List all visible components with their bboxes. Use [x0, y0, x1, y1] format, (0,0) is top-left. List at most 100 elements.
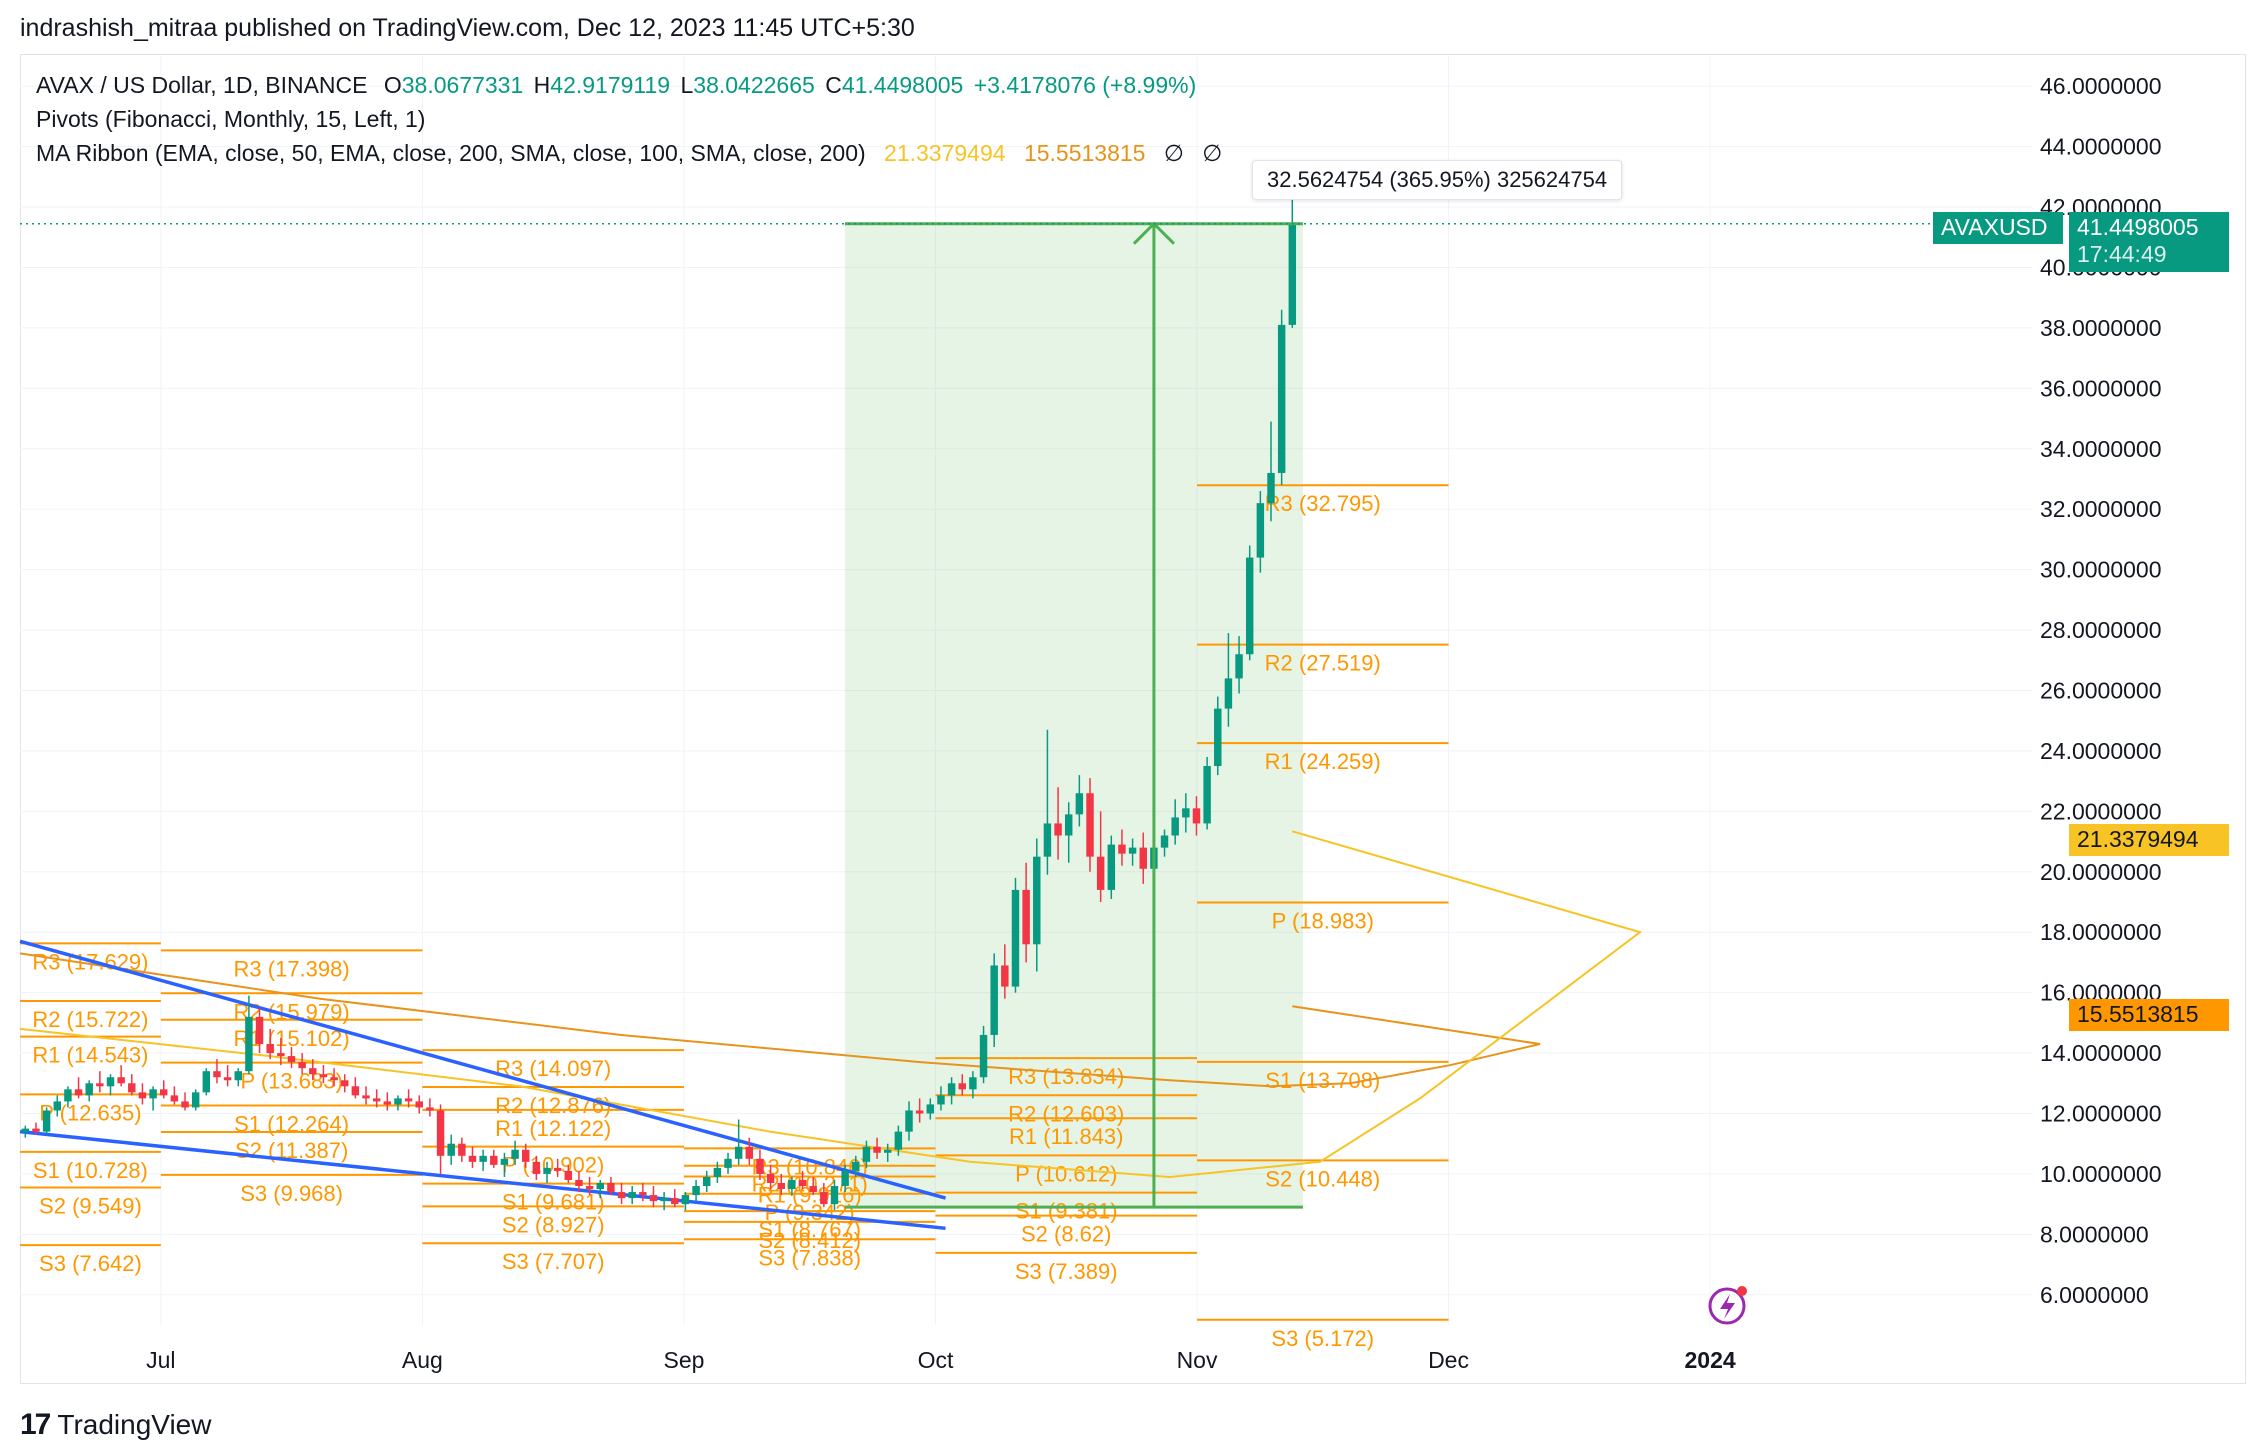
candle-body	[969, 1077, 977, 1090]
candle-body	[1160, 835, 1169, 848]
candle-body	[458, 1143, 466, 1156]
y-tick-label: 26.0000000	[2040, 678, 2162, 704]
flash-icon[interactable]	[1708, 1286, 1747, 1325]
candle-body	[128, 1083, 136, 1093]
candle-body	[1064, 814, 1073, 836]
ema200-line	[19, 952, 1541, 1088]
candle-body	[74, 1089, 83, 1096]
measure-range-box	[844, 223, 1303, 1208]
candle-body	[1267, 472, 1275, 504]
pivot-label: S1 (9.681)	[502, 1190, 605, 1215]
candle-body	[255, 1016, 264, 1045]
x-tick-label: Jul	[146, 1347, 175, 1373]
price-tag-countdown: 17:44:49	[2077, 241, 2167, 267]
price-tag-value: 41.4498005	[2077, 214, 2199, 240]
pivot-label: R3 (17.398)	[234, 956, 350, 981]
pivot-label: S3 (7.707)	[502, 1249, 605, 1274]
candle-body	[777, 1182, 785, 1190]
pivot-label: P (13.683)	[240, 1069, 342, 1094]
y-tick-label: 28.0000000	[2040, 617, 2162, 643]
chart-frame	[20, 54, 2246, 1384]
candle-body	[245, 1016, 253, 1072]
candle-body	[223, 1077, 232, 1081]
pivot-label: R1 (14.543)	[32, 1043, 148, 1068]
candle-body	[1224, 678, 1233, 709]
ma-tag-fast: 21.3379494	[2069, 824, 2229, 856]
candle-body	[404, 1098, 413, 1102]
legend-change: +3.4178076 (+8.99%)	[973, 72, 1197, 98]
y-axis: 6.0000000 8.0000000 10.0000000 12.0000000 14…	[2040, 73, 2162, 1308]
x-tick-label: 2024	[1684, 1347, 1735, 1373]
candle-body	[702, 1176, 711, 1187]
ma-value-1: 21.3379494	[884, 140, 1006, 166]
measure-arrow-head	[1132, 221, 1175, 245]
y-tick-label: 6.0000000	[2040, 1282, 2149, 1308]
candle-body	[1214, 708, 1222, 767]
candle-body	[372, 1098, 381, 1102]
candle-body	[809, 1186, 817, 1193]
candle-body	[447, 1143, 455, 1156]
candle-body	[1075, 793, 1084, 815]
legend-high: 42.9179119	[550, 72, 671, 98]
pivot-label: S3 (7.642)	[39, 1251, 142, 1276]
y-tick-label: 14.0000000	[2040, 1040, 2162, 1066]
measure-label: 32.5624754 (365.95%) 325624754	[1252, 160, 1623, 200]
candle-body	[85, 1083, 93, 1096]
candle-body	[532, 1161, 541, 1174]
pivot-label: P (10.612)	[1015, 1161, 1117, 1186]
candle-body	[841, 1170, 849, 1187]
candle-body	[1245, 557, 1254, 655]
legend-close-label: C	[825, 72, 842, 98]
candle-body	[617, 1192, 626, 1199]
trend-line	[19, 1129, 946, 1231]
candle-body	[511, 1149, 519, 1159]
grid-lines	[20, 56, 2032, 1325]
x-tick-label: Sep	[663, 1347, 704, 1373]
x-tick-label: Aug	[402, 1347, 443, 1373]
pivot-label: R3 (32.795)	[1265, 491, 1381, 516]
legend-open: 38.0677331	[401, 72, 524, 98]
candle-body	[213, 1071, 221, 1078]
candle-body	[905, 1110, 913, 1132]
y-tick-label: 36.0000000	[2040, 375, 2162, 401]
candle-body	[713, 1167, 722, 1177]
candle-body	[543, 1167, 551, 1174]
candle-body	[500, 1158, 509, 1165]
price-tag-price: 41.4498005 17:44:49	[2069, 212, 2229, 272]
candle-body	[96, 1083, 104, 1087]
y-tick-label: 20.0000000	[2040, 859, 2162, 885]
candle-body	[798, 1179, 807, 1187]
candle-body	[426, 1107, 434, 1111]
candle-body	[1128, 847, 1137, 854]
candle-body	[734, 1146, 743, 1159]
candle-body	[415, 1101, 423, 1108]
legend-pivots[interactable]: Pivots (Fibonacci, Monthly, 15, Left, 1)	[36, 106, 429, 133]
candle-body	[915, 1110, 924, 1114]
ma-value-4: ∅	[1202, 140, 1223, 166]
candle-body	[42, 1110, 51, 1132]
legend-ma-ribbon[interactable]: MA Ribbon (EMA, close, 50, EMA, close, 2…	[36, 140, 1226, 167]
tradingview-brand[interactable]: 17 TradingView	[20, 1408, 211, 1442]
candle-body	[585, 1186, 594, 1190]
pivot-label: S1 (9.381)	[1015, 1199, 1118, 1224]
candle-body	[756, 1158, 764, 1174]
candle-body	[21, 1128, 30, 1132]
candle-body	[937, 1095, 945, 1105]
candle-body	[1288, 223, 1297, 325]
candle-body	[894, 1131, 903, 1150]
pivot-label: R1 (24.259)	[1265, 749, 1381, 774]
candle-body	[564, 1170, 573, 1180]
legend-high-label: H	[533, 72, 551, 98]
trend-line	[19, 939, 946, 1200]
candle-body	[170, 1095, 179, 1102]
candle-body	[958, 1083, 966, 1090]
candle-body	[64, 1089, 72, 1102]
candle-body	[852, 1161, 860, 1171]
candle-body	[979, 1034, 988, 1078]
y-tick-label: 10.0000000	[2040, 1161, 2162, 1187]
pivot-label: S3 (7.389)	[1015, 1259, 1118, 1284]
pivot-label: R2 (12.603)	[1008, 1101, 1124, 1126]
pivot-label: S3 (5.172)	[1271, 1326, 1374, 1351]
candle-body	[607, 1182, 615, 1193]
